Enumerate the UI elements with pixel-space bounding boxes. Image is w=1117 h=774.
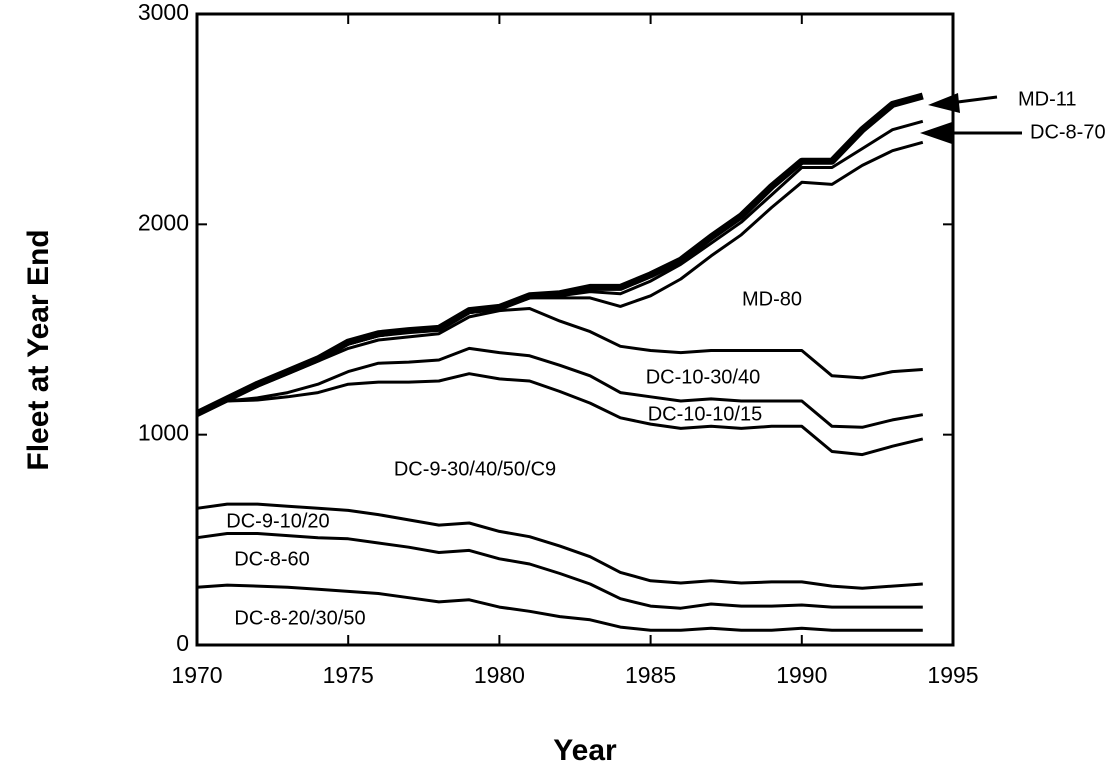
x-tick-label: 1975 [323, 662, 374, 688]
series-line [196, 532, 923, 610]
arrow-head [920, 122, 952, 144]
plot-frame [195, 12, 955, 647]
x-tick-label: 1985 [625, 662, 676, 688]
series-label: MD-11 [1018, 88, 1077, 110]
series-line [196, 583, 923, 632]
series-label: DC-8-20/30/50 [234, 607, 365, 629]
y-tick-label: 2000 [138, 209, 189, 235]
series-line [196, 372, 924, 457]
series-line [196, 119, 924, 415]
series-line [195, 92, 924, 417]
series-line [196, 502, 923, 590]
series-line [196, 346, 924, 429]
x-tick-label: 1995 [927, 662, 978, 688]
x-axis-title: Year [553, 734, 617, 767]
arrow-head [928, 93, 960, 113]
x-tick-label: 1970 [171, 662, 222, 688]
x-tick-label: 1980 [474, 662, 525, 688]
y-tick-label: 1000 [138, 420, 189, 446]
y-axis-title: Fleet at Year End [22, 229, 55, 470]
series-label: DC-10-30/40 [646, 366, 761, 388]
series-label: DC-9-30/40/50/C9 [394, 458, 556, 480]
series-label: MD-80 [742, 288, 802, 310]
series-line [196, 140, 924, 415]
series-label: DC-8-70 [1030, 121, 1106, 143]
y-tick-label: 3000 [138, 0, 189, 25]
y-tick-label: 0 [176, 630, 189, 656]
x-tick-label: 1990 [776, 662, 827, 688]
series-label: DC-8-60 [234, 548, 310, 570]
series-label: DC-10-10/15 [648, 403, 763, 425]
series-label: DC-9-10/20 [226, 510, 329, 532]
